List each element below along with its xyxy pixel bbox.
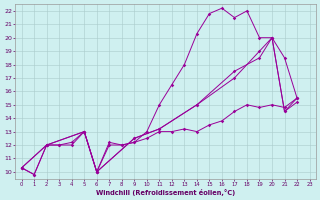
- X-axis label: Windchill (Refroidissement éolien,°C): Windchill (Refroidissement éolien,°C): [96, 189, 235, 196]
